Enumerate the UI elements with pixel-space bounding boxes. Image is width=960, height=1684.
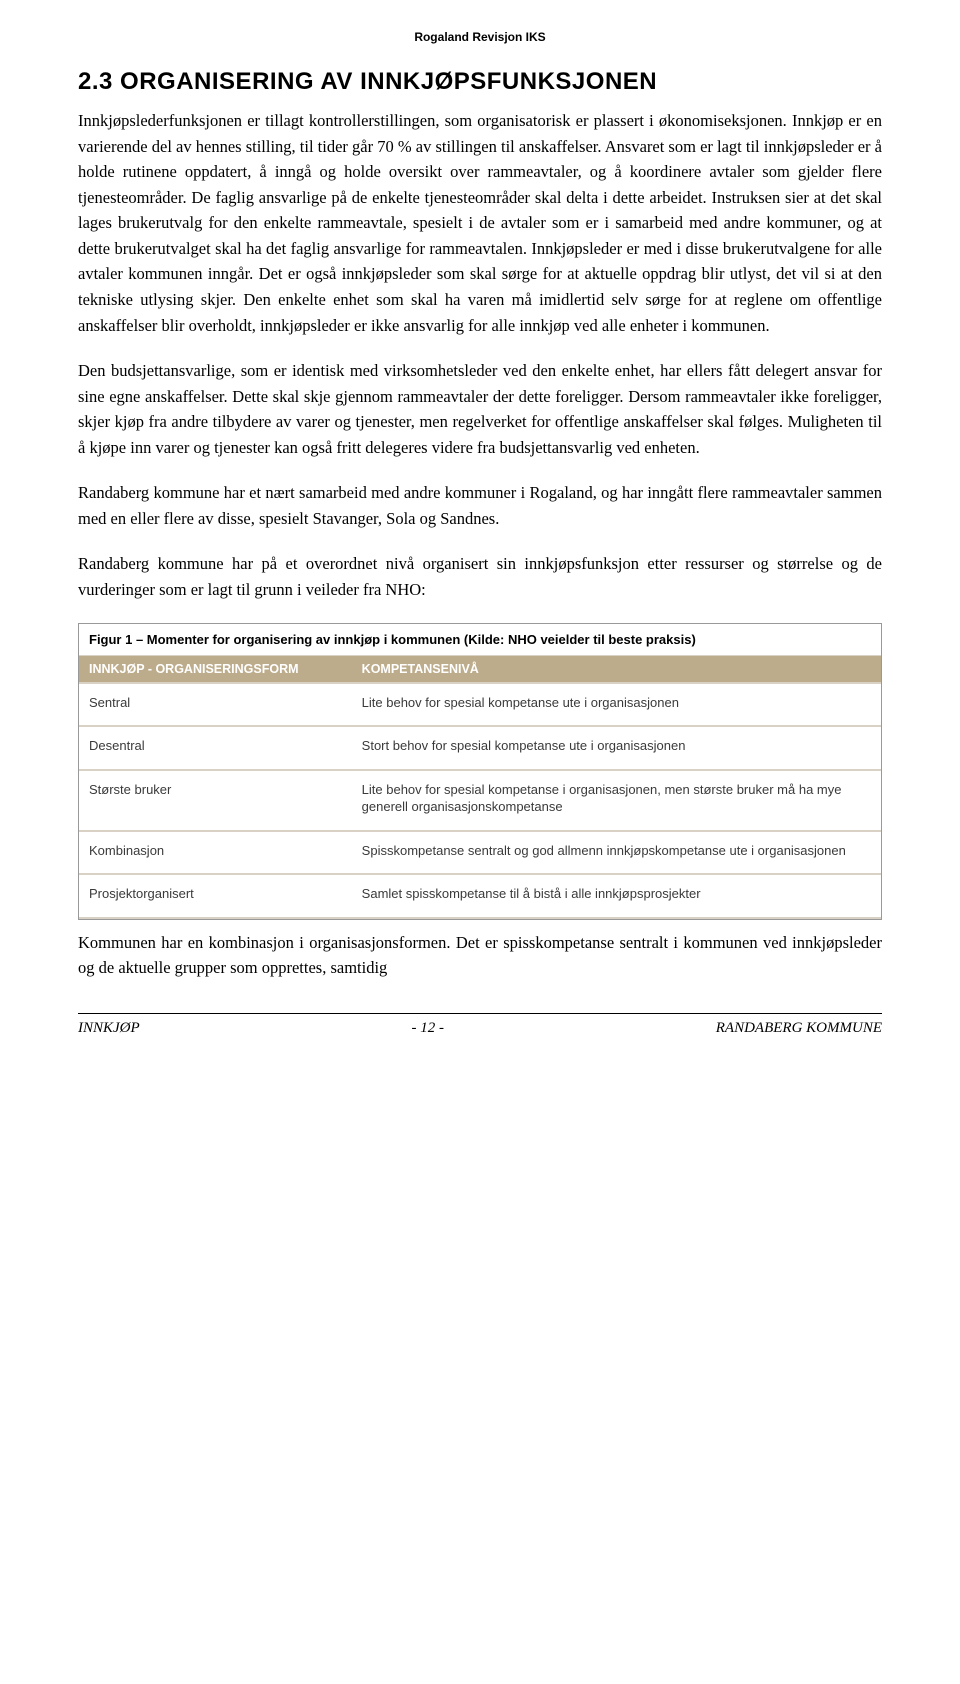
table-cell: Kombinasjon [79,831,352,875]
table-row: Kombinasjon Spisskompetanse sentralt og … [79,831,881,875]
figure-1-box: Figur 1 – Momenter for organisering av i… [78,623,882,920]
organisation-table: INNKJØP - ORGANISERINGSFORM KOMPETANSENI… [79,656,881,919]
table-row: Største bruker Lite behov for spesial ko… [79,770,881,831]
section-number: 2.3 [78,68,113,95]
paragraph-1: Innkjøpslederfunksjonen er tillagt kontr… [78,108,882,338]
table-cell: Lite behov for spesial kompetanse i orga… [352,770,881,831]
footer-left: INNKJØP [78,1020,140,1037]
table-cell: Prosjektorganisert [79,874,352,918]
table-cell: Samlet spisskompetanse til å bistå i all… [352,874,881,918]
table-header-col1: INNKJØP - ORGANISERINGSFORM [79,656,352,683]
paragraph-2: Den budsjettansvarlige, som er identisk … [78,358,882,460]
table-header-col2: KOMPETANSENIVÅ [352,656,881,683]
table-cell: Desentral [79,726,352,770]
table-cell: Spisskompetanse sentralt og god allmenn … [352,831,881,875]
document-org-header: Rogaland Revisjon IKS [78,30,882,44]
footer-center: - 12 - [411,1020,444,1037]
table-cell: Lite behov for spesial kompetanse ute i … [352,683,881,727]
footer-right: RANDABERG KOMMUNE [716,1020,882,1037]
section-heading: 2.3 ORGANISERING AV INNKJØPSFUNKSJONEN [78,68,882,96]
page-footer: INNKJØP - 12 - RANDABERG KOMMUNE [78,1013,882,1037]
table-row: Sentral Lite behov for spesial kompetans… [79,683,881,727]
closing-paragraph: Kommunen har en kombinasjon i organisasj… [78,930,882,981]
table-row: Desentral Stort behov for spesial kompet… [79,726,881,770]
paragraph-4: Randaberg kommune har på et overordnet n… [78,551,882,602]
figure-caption: Figur 1 – Momenter for organisering av i… [79,624,881,656]
table-row: Prosjektorganisert Samlet spisskompetans… [79,874,881,918]
table-cell: Sentral [79,683,352,727]
table-cell: Største bruker [79,770,352,831]
section-title: ORGANISERING AV INNKJØPSFUNKSJONEN [120,68,657,95]
table-cell: Stort behov for spesial kompetanse ute i… [352,726,881,770]
table-header-row: INNKJØP - ORGANISERINGSFORM KOMPETANSENI… [79,656,881,683]
paragraph-3: Randaberg kommune har et nært samarbeid … [78,480,882,531]
